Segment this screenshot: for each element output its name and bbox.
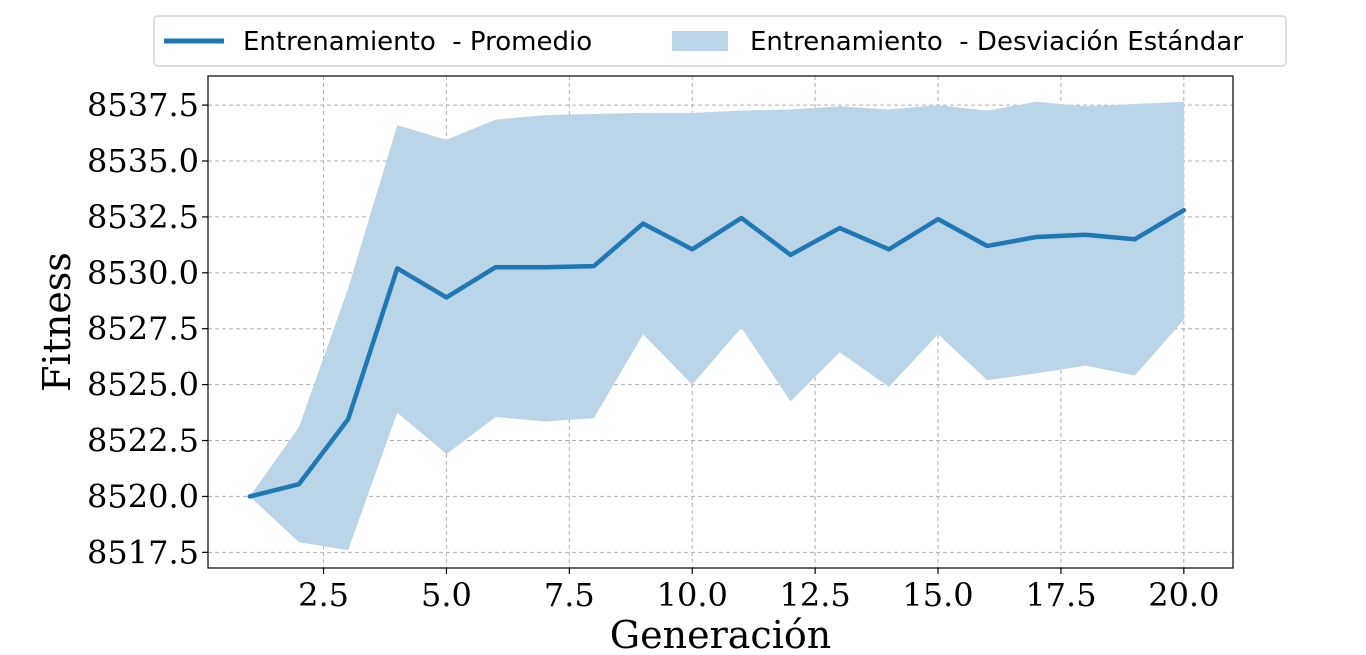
y-axis-ticks: 8517.5 8520.0 8522.5 8525.0 8527.5 8530.0 8532… <box>87 86 208 571</box>
x-axis-ticks: 2.5 5.0 7.5 10.0 12.5 15.0 17.5 20.0 <box>298 568 1219 614</box>
y-tick-label-1: 8520.0 <box>87 477 199 515</box>
x-tick-label-5: 15.0 <box>902 576 973 614</box>
x-tick-label-2: 7.5 <box>544 576 595 614</box>
std-band-layer <box>249 101 1184 551</box>
y-tick-label-7: 8535.0 <box>87 142 199 180</box>
y-tick-label-5: 8530.0 <box>87 254 199 292</box>
std-band <box>249 101 1184 551</box>
y-axis-title: Fitness <box>35 252 79 392</box>
x-tick-label-0: 2.5 <box>298 576 349 614</box>
legend: Entrenamiento - Promedio Entrenamiento -… <box>153 15 1287 67</box>
x-tick-label-7: 20.0 <box>1148 576 1219 614</box>
y-tick-label-3: 8525.0 <box>87 366 199 404</box>
mean-line <box>247 207 1187 499</box>
x-tick-label-6: 17.5 <box>1025 576 1096 614</box>
legend-label-std: Entrenamiento - Desviación Estándar <box>750 27 1243 57</box>
mean-line-layer <box>247 207 1187 499</box>
legend-label-mean: Entrenamiento - Promedio <box>243 27 592 57</box>
y-tick-label-0: 8517.5 <box>87 533 199 571</box>
y-tick-label-2: 8522.5 <box>87 422 199 460</box>
x-axis-title: Generación <box>610 613 831 655</box>
x-tick-label-1: 5.0 <box>421 576 472 614</box>
x-tick-label-3: 10.0 <box>657 576 728 614</box>
y-tick-label-6: 8532.5 <box>87 198 199 236</box>
y-tick-label-8: 8537.5 <box>87 86 199 124</box>
y-tick-label-4: 8527.5 <box>87 310 199 348</box>
x-tick-label-4: 12.5 <box>780 576 851 614</box>
legend-swatch-std <box>672 31 728 51</box>
plot-frame <box>207 75 1234 569</box>
